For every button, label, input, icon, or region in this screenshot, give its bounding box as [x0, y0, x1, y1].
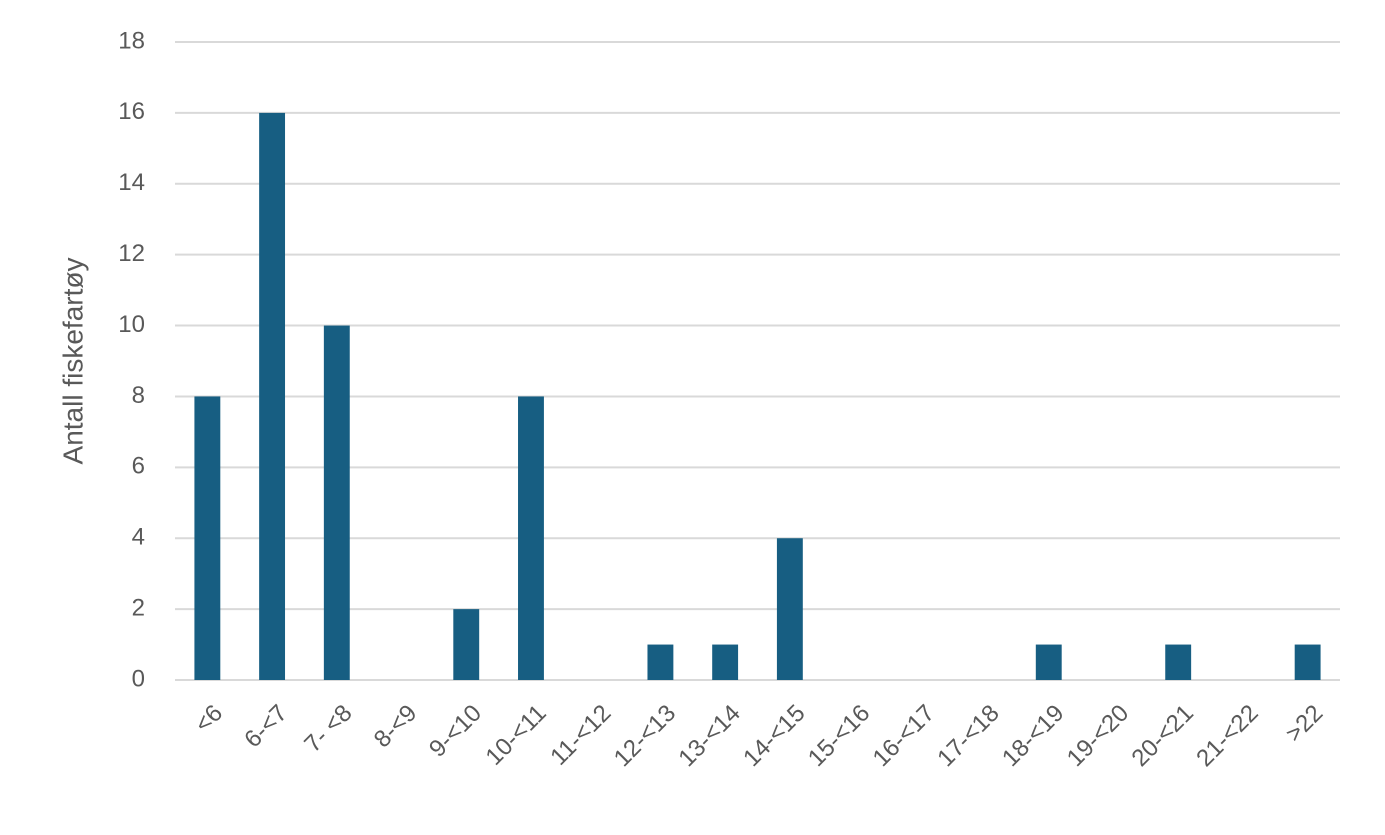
bar — [776, 538, 803, 680]
x-tick-label: 10-<11 — [481, 700, 552, 771]
y-tick-label: 12 — [118, 240, 145, 267]
y-tick-label: 14 — [118, 169, 145, 196]
bar — [518, 396, 544, 680]
bar — [1035, 644, 1062, 680]
bar — [1165, 644, 1192, 680]
y-tick-label: 10 — [118, 311, 145, 338]
y-tick-label: 2 — [132, 594, 145, 621]
y-tick-label: 18 — [118, 27, 145, 54]
x-tick-label: 7- <8 — [299, 700, 357, 758]
bar — [323, 325, 350, 680]
x-tick-label: 15-<16 — [803, 700, 875, 772]
bar — [453, 609, 480, 680]
x-tick-label: <6 — [190, 700, 228, 738]
x-tick-label: 11-<12 — [545, 700, 616, 771]
x-tick-label: 13-<14 — [673, 700, 745, 772]
y-tick-label: 6 — [132, 453, 145, 480]
x-tick-label: 19-<20 — [1062, 700, 1134, 772]
x-tick-label: 17-<18 — [932, 700, 1004, 772]
bar — [1294, 644, 1321, 680]
x-tick-label: 9-<10 — [424, 700, 487, 763]
x-tick-label: 6-<7 — [239, 700, 293, 754]
x-tick-label: 21-<22 — [1191, 700, 1263, 772]
y-axis-label: Antall fiskefartøy — [57, 258, 88, 465]
x-tick-label: 12-<13 — [609, 700, 681, 772]
y-tick-label: 4 — [132, 524, 145, 551]
x-tick-label: >22 — [1280, 700, 1328, 748]
x-tick-label: 18-<19 — [997, 700, 1069, 772]
bar — [712, 644, 739, 680]
y-tick-label: 0 — [132, 665, 145, 692]
x-tick-label: 20-<21 — [1127, 700, 1199, 772]
bar — [194, 396, 221, 680]
bar — [259, 112, 286, 680]
bar — [647, 644, 674, 680]
x-tick-label: 8-<9 — [369, 700, 423, 754]
x-tick-label: 16-<17 — [868, 700, 940, 772]
y-tick-label: 16 — [118, 98, 145, 125]
y-tick-label: 8 — [132, 382, 145, 409]
x-tick-label: 14-<15 — [738, 700, 810, 772]
